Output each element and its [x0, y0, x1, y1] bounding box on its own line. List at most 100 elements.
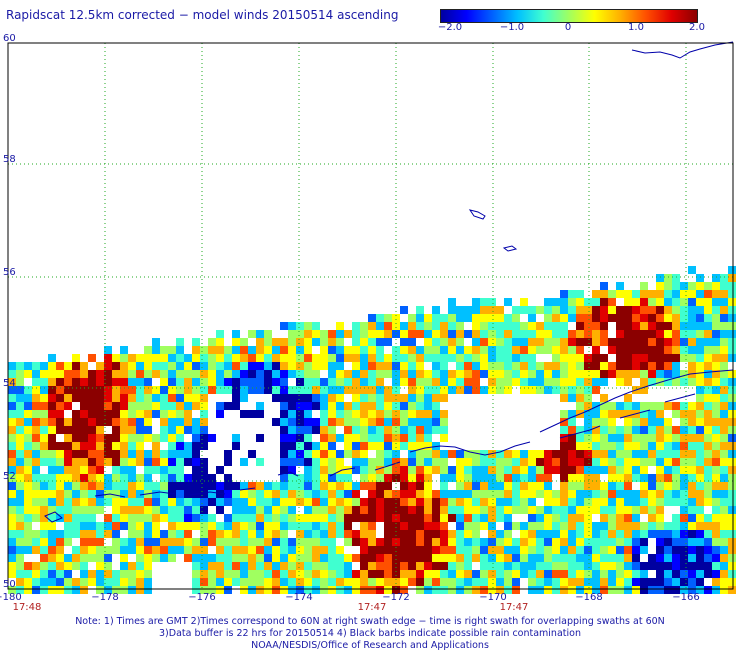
- wind-cell: [232, 394, 240, 402]
- wind-cell: [312, 418, 320, 426]
- wind-cell: [632, 546, 640, 554]
- wind-cell: [632, 338, 640, 346]
- wind-cell: [232, 442, 240, 450]
- wind-cell: [304, 458, 312, 466]
- wind-cell: [208, 354, 216, 362]
- wind-cell: [376, 474, 384, 482]
- wind-cell: [392, 506, 400, 514]
- wind-cell: [600, 434, 608, 442]
- wind-cell: [440, 522, 448, 530]
- wind-cell: [304, 474, 312, 482]
- wind-cell: [160, 514, 168, 522]
- wind-cell: [536, 530, 544, 538]
- wind-cell: [352, 554, 360, 562]
- wind-cell: [616, 474, 624, 482]
- wind-cell: [672, 586, 680, 594]
- wind-cell: [664, 378, 672, 386]
- wind-cell: [216, 378, 224, 386]
- wind-cell: [728, 314, 736, 322]
- wind-cell: [648, 562, 656, 570]
- wind-cell: [592, 434, 600, 442]
- wind-cell: [624, 298, 632, 306]
- wind-cell: [432, 538, 440, 546]
- wind-cell: [384, 522, 392, 530]
- wind-cell: [176, 410, 184, 418]
- wind-cell: [344, 538, 352, 546]
- wind-cell: [16, 426, 24, 434]
- wind-cell: [576, 378, 584, 386]
- wind-cell: [376, 346, 384, 354]
- wind-cell: [648, 578, 656, 586]
- wind-cell: [176, 346, 184, 354]
- wind-cell: [472, 482, 480, 490]
- wind-cell: [24, 498, 32, 506]
- wind-cell: [72, 370, 80, 378]
- wind-cell: [208, 370, 216, 378]
- wind-cell: [168, 498, 176, 506]
- wind-cell: [504, 338, 512, 346]
- wind-cell: [568, 498, 576, 506]
- wind-cell: [728, 370, 736, 378]
- wind-cell: [560, 426, 568, 434]
- wind-cell: [200, 498, 208, 506]
- wind-cell: [632, 522, 640, 530]
- wind-cell: [504, 506, 512, 514]
- wind-cell: [544, 322, 552, 330]
- wind-cell: [464, 570, 472, 578]
- swath-time-label: 17:47: [500, 602, 529, 613]
- wind-cell: [440, 378, 448, 386]
- wind-cell: [168, 482, 176, 490]
- wind-cell: [344, 514, 352, 522]
- wind-cell: [576, 522, 584, 530]
- wind-cell: [592, 538, 600, 546]
- wind-cell: [200, 362, 208, 370]
- wind-cell: [224, 354, 232, 362]
- wind-cell: [144, 474, 152, 482]
- wind-cell: [296, 530, 304, 538]
- wind-cell: [128, 386, 136, 394]
- wind-cell: [600, 418, 608, 426]
- wind-cell: [648, 354, 656, 362]
- wind-cell: [256, 554, 264, 562]
- wind-cell: [136, 362, 144, 370]
- wind-cell: [304, 490, 312, 498]
- wind-cell: [696, 418, 704, 426]
- wind-cell: [88, 466, 96, 474]
- wind-cell: [64, 370, 72, 378]
- wind-cell: [376, 466, 384, 474]
- wind-cell: [384, 530, 392, 538]
- wind-cell: [224, 562, 232, 570]
- wind-cell: [464, 378, 472, 386]
- longitude-label: −168: [575, 592, 602, 603]
- wind-cell: [528, 482, 536, 490]
- wind-cell: [720, 466, 728, 474]
- wind-cell: [600, 522, 608, 530]
- wind-cell: [640, 482, 648, 490]
- wind-cell: [624, 506, 632, 514]
- wind-cell: [16, 418, 24, 426]
- wind-cell: [688, 466, 696, 474]
- wind-cell: [384, 450, 392, 458]
- wind-cell: [40, 426, 48, 434]
- wind-cell: [40, 562, 48, 570]
- wind-cell: [176, 546, 184, 554]
- wind-cell: [288, 426, 296, 434]
- wind-cell: [584, 362, 592, 370]
- wind-cell: [168, 474, 176, 482]
- wind-cell: [616, 458, 624, 466]
- wind-cell: [232, 490, 240, 498]
- wind-cell: [48, 546, 56, 554]
- wind-cell: [728, 426, 736, 434]
- wind-cell: [424, 578, 432, 586]
- wind-cell: [480, 490, 488, 498]
- wind-cell: [616, 370, 624, 378]
- wind-cell: [192, 506, 200, 514]
- wind-cell: [280, 514, 288, 522]
- wind-cell: [112, 458, 120, 466]
- wind-cell: [112, 530, 120, 538]
- wind-cell: [120, 506, 128, 514]
- wind-cell: [632, 370, 640, 378]
- wind-cell: [648, 498, 656, 506]
- wind-cell: [360, 362, 368, 370]
- wind-cell: [416, 434, 424, 442]
